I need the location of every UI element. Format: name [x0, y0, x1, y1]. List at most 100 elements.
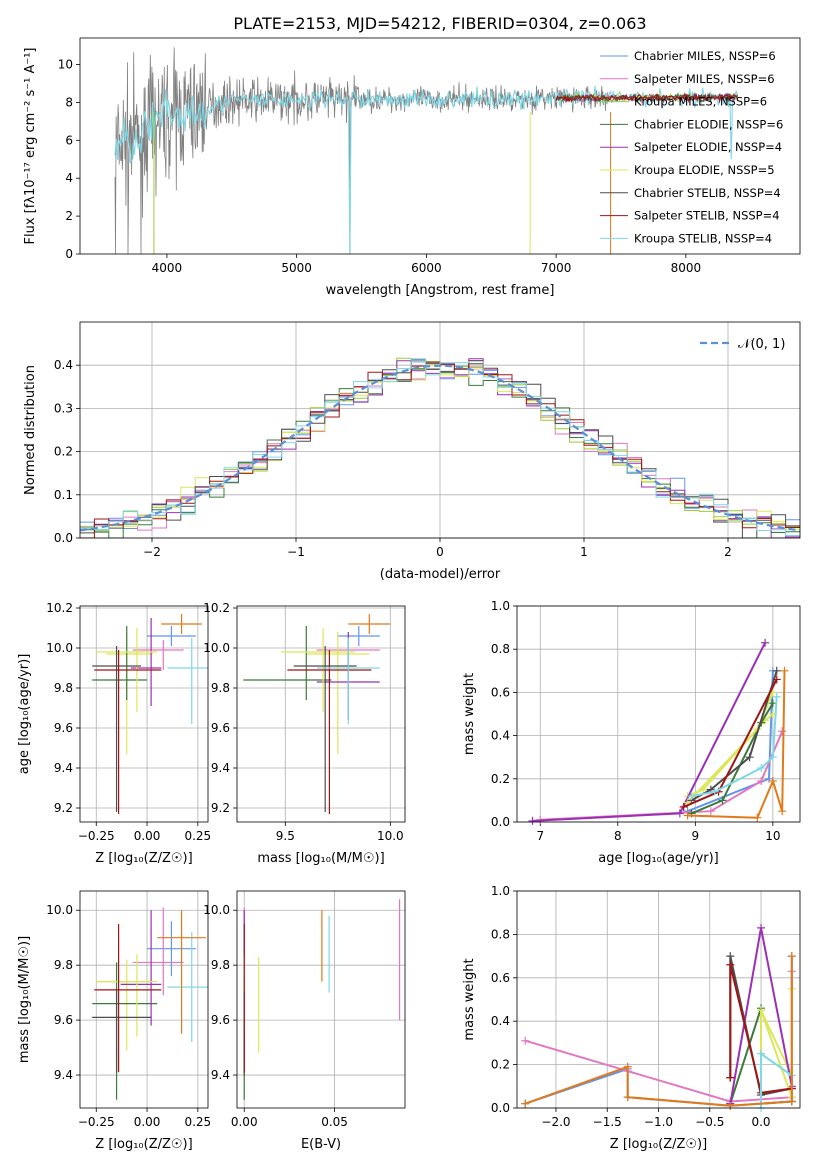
y-tick-label: 0.4 — [491, 729, 510, 743]
axes-frame — [236, 890, 406, 1109]
x-tick-label: 10 — [765, 829, 780, 843]
data-point-marker — [757, 764, 766, 772]
data-point-marker — [778, 727, 787, 736]
y-tick-label: 9.4 — [54, 1068, 73, 1082]
data-point-marker — [687, 792, 696, 801]
x-axis-label: (data-model)/error — [380, 567, 501, 582]
histogram-line — [80, 358, 800, 536]
data-point-marker — [521, 1036, 530, 1045]
y-tick-label: 10.2 — [203, 601, 230, 615]
legend-entry: Salpeter ELODIE, NSSP=4 — [634, 140, 782, 154]
y-axis-label: Flux [fλ10⁻¹⁷ erg cm⁻² s⁻¹ A⁻¹] — [23, 48, 38, 245]
x-axis-label: E(B-V) — [301, 1137, 341, 1152]
data-point-marker — [726, 960, 735, 969]
data-point-marker — [778, 807, 787, 816]
y-tick-label: 4 — [65, 171, 73, 185]
x-tick-label: 2 — [724, 545, 732, 559]
x-tick-label: 0.0 — [751, 1115, 770, 1129]
data-point-marker — [745, 753, 754, 762]
x-tick-label: −1 — [287, 545, 305, 559]
x-axis-label: age [log₁₀(age/yr)] — [598, 851, 719, 866]
data-point-marker — [675, 809, 684, 818]
y-tick-label: 0.4 — [491, 1014, 510, 1028]
y-tick-label: 9.6 — [211, 1013, 230, 1027]
y-tick-label: 9.8 — [54, 958, 73, 972]
x-tick-label: 10.0 — [377, 829, 404, 843]
x-tick-label: 9 — [692, 829, 700, 843]
x-tick-label: 0.00 — [231, 1115, 258, 1129]
data-point-marker — [757, 923, 766, 932]
data-point-marker — [706, 807, 715, 816]
y-tick-label: 0.2 — [491, 1058, 510, 1072]
y-tick-label: 0.0 — [491, 1101, 510, 1115]
x-tick-label: 7 — [536, 829, 544, 843]
data-point-marker — [780, 666, 789, 675]
y-tick-label: 9.2 — [211, 801, 230, 815]
mass-weight-line — [691, 702, 774, 815]
y-tick-label: 0.0 — [491, 815, 510, 829]
figure-title: PLATE=2153, MJD=54212, FIBERID=0304, z=0… — [233, 14, 646, 33]
data-point-marker — [787, 952, 796, 961]
x-tick-label: 6000 — [411, 261, 442, 275]
y-tick-label: 0.8 — [491, 927, 510, 941]
mass-vs-z-panel: −0.25 0.00 0.25 9.4 9.6 9.8 10.0 Z [log₁₀(Z/Z☉)… — [17, 890, 211, 1152]
data-point-marker — [683, 811, 692, 820]
y-tick-label: 0.8 — [491, 642, 510, 656]
y-tick-label: 9.8 — [54, 681, 73, 695]
x-tick-label: 7000 — [541, 261, 572, 275]
y-tick-label: 0.1 — [54, 488, 73, 502]
legend-entry: Chabrier STELIB, NSSP=4 — [634, 186, 781, 200]
mass-weight-line — [683, 678, 778, 808]
x-tick-label: −0.5 — [695, 1115, 724, 1129]
data-point-marker — [757, 1049, 766, 1058]
mass-weight-line — [729, 964, 792, 1094]
x-tick-label: 0.25 — [184, 829, 211, 843]
spectrum-panel: 4000 5000 6000 7000 8000 0 2 4 6 8 10 Chabrier MILE… — [23, 37, 801, 298]
y-axis-label: mass [log₁₀(M/M☉)] — [17, 936, 32, 1063]
model-spectrum-line — [555, 92, 738, 104]
x-tick-label: 4000 — [152, 261, 183, 275]
y-tick-label: 9.4 — [211, 761, 230, 775]
legend-entry: Chabrier ELODIE, NSSP=6 — [634, 117, 783, 131]
y-tick-label: 0.6 — [491, 971, 510, 985]
data-point-marker — [679, 802, 688, 811]
y-tick-label: 0.2 — [54, 445, 73, 459]
axes-frame — [79, 37, 801, 255]
x-tick-label: 8000 — [671, 261, 702, 275]
y-tick-label: 0.4 — [54, 358, 73, 372]
legend-entry: 𝒩(0, 1) — [738, 337, 785, 352]
massweight-vs-z-panel: −2.0 −1.5 −1.0 −0.5 0.0 0.0 0.2 0.4 0.6 0.8 1.0 Z [… — [462, 884, 801, 1152]
x-tick-label: −1.5 — [593, 1115, 622, 1129]
y-tick-label: 10.0 — [203, 641, 230, 655]
legend-entry: Salpeter MILES, NSSP=6 — [634, 72, 775, 86]
data-point-marker — [753, 813, 762, 822]
data-point-marker — [757, 776, 766, 785]
data-point-marker — [726, 1101, 735, 1110]
y-tick-label: 9.4 — [54, 761, 73, 775]
axes-frame — [79, 321, 801, 539]
x-tick-label: 0.05 — [321, 1115, 348, 1129]
y-tick-label: 10.2 — [46, 601, 73, 615]
normal-curve-line — [79, 364, 801, 532]
x-axis-label: Z [log₁₀(Z/Z☉)] — [95, 1137, 192, 1152]
y-tick-label: 9.8 — [211, 958, 230, 972]
x-tick-label: 8 — [614, 829, 622, 843]
y-tick-label: 9.4 — [211, 1068, 230, 1082]
x-tick-label: 5000 — [281, 261, 312, 275]
x-tick-label: 0.00 — [134, 829, 161, 843]
axes-frame — [516, 890, 801, 1109]
legend-entry: Chabrier MILES, NSSP=6 — [634, 49, 776, 63]
data-point-marker — [623, 1093, 632, 1102]
y-tick-label: 0.2 — [491, 772, 510, 786]
legend-entry: Kroupa ELODIE, NSSP=5 — [634, 163, 775, 177]
y-tick-label: 10.0 — [46, 903, 73, 917]
data-point-marker — [772, 666, 781, 675]
data-point-marker — [710, 787, 719, 796]
y-tick-label: 10.0 — [46, 641, 73, 655]
data-point-marker — [528, 816, 537, 825]
y-tick-label: 1.0 — [491, 884, 510, 898]
y-tick-label: 2 — [65, 209, 73, 223]
y-tick-label: 10.0 — [203, 903, 230, 917]
y-tick-label: 1.0 — [491, 599, 510, 613]
